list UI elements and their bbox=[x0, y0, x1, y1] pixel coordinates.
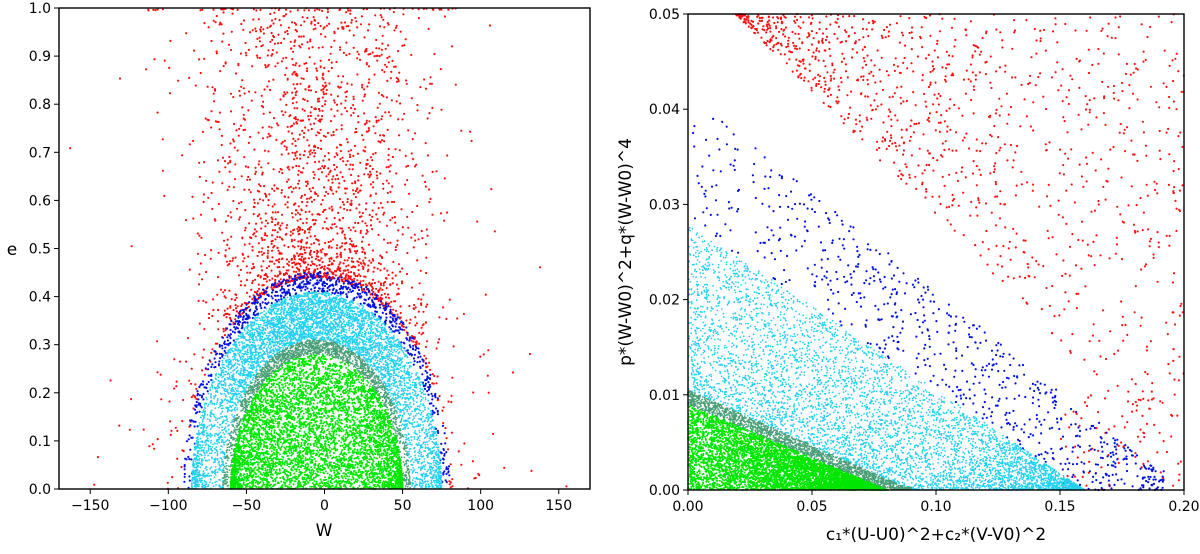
right-x-axis: 0.00 0.05 0.10 0.15 0.20 bbox=[672, 490, 1200, 515]
left-y-tick-label: 0.6 bbox=[29, 193, 51, 209]
right-x-tick-label: 0.20 bbox=[1168, 499, 1199, 515]
left-series-cyan bbox=[190, 291, 443, 490]
right-series-red-marks bbox=[734, 12, 1185, 492]
left-x-tick-label: −150 bbox=[71, 498, 109, 514]
right-series-darkgreen-marks bbox=[687, 390, 912, 491]
left-x-tick-label: −50 bbox=[232, 498, 262, 514]
left-x-tick-label: 50 bbox=[394, 498, 412, 514]
right-x-tick-label: 0.15 bbox=[1044, 499, 1075, 515]
left-series-darkgreen-marks bbox=[222, 339, 412, 490]
left-series-green-marks bbox=[229, 353, 404, 490]
right-y-tick-label: 0.03 bbox=[649, 197, 680, 213]
right-x-tick-label: 0.00 bbox=[672, 499, 703, 515]
left-x-axis-title: W bbox=[316, 521, 333, 541]
left-x-tick-label: 150 bbox=[545, 498, 572, 514]
left-y-tick-label: 0.9 bbox=[29, 49, 51, 65]
right-y-tick-label: 0.01 bbox=[649, 388, 680, 404]
right-series-cyan bbox=[687, 226, 1086, 491]
left-y-tick-label: 0.3 bbox=[29, 338, 51, 354]
left-y-axis-title: e bbox=[7, 240, 17, 260]
panel-right-energy: 0.00 0.05 0.10 0.15 0.20 0.000.010.020.030.0… bbox=[616, 7, 1200, 545]
right-y-axis: 0.00 0.01 0.02 0.03 0.04 0.05 bbox=[649, 7, 688, 499]
right-x-tick-label: 0.10 bbox=[920, 499, 951, 515]
right-x-axis-title: c₁*(U-U0)^2+c₂*(V-V0)^2 bbox=[826, 525, 1046, 545]
left-y-tick-label: 0.0 bbox=[29, 482, 51, 498]
right-x-tick-label: 0.05 bbox=[796, 499, 827, 515]
right-series-red bbox=[734, 12, 1185, 492]
left-y-tick-label: 0.2 bbox=[29, 386, 51, 402]
left-y-tick-label: 0.8 bbox=[29, 97, 51, 113]
left-y-tick-label: 0.7 bbox=[29, 145, 51, 161]
right-y-tick-label: 0.04 bbox=[649, 102, 680, 118]
right-series-darkgreen bbox=[687, 390, 912, 491]
right-series-green-marks bbox=[687, 405, 888, 491]
left-scatter-points bbox=[68, 6, 568, 490]
left-x-tick-label: 100 bbox=[467, 498, 494, 514]
left-y-tick-label: 0.1 bbox=[29, 434, 51, 450]
left-series-green bbox=[229, 353, 404, 490]
right-scatter-points bbox=[687, 12, 1185, 492]
panel-left-e-vs-w: −150 −100 −50 0 50 100 150 0.00.10.20.30.40.50… bbox=[7, 1, 591, 541]
left-x-tick-label: 0 bbox=[320, 498, 329, 514]
left-x-tick-label: −100 bbox=[149, 498, 187, 514]
right-y-tick-label: 0.05 bbox=[649, 7, 680, 23]
right-series-green bbox=[687, 405, 888, 491]
left-y-tick-label: 1.0 bbox=[29, 1, 51, 17]
left-x-axis: −150 −100 −50 0 50 100 150 bbox=[71, 489, 572, 514]
left-series-cyan-marks bbox=[190, 291, 443, 490]
right-y-tick-label: 0.00 bbox=[649, 483, 680, 499]
right-series-cyan-marks bbox=[687, 226, 1086, 491]
left-series-darkgreen bbox=[222, 339, 412, 490]
left-y-tick-label: 0.5 bbox=[29, 242, 51, 258]
right-y-axis-title: p*(W-W0)^2+q*(W-W0)^4 bbox=[616, 138, 636, 366]
left-y-axis: 0.0 0.1 0.2 0.3 0.4 0.5 0.6 0.7 0.8 0.9 1.0 bbox=[29, 1, 59, 498]
right-y-tick-label: 0.02 bbox=[649, 293, 680, 309]
left-y-tick-label: 0.4 bbox=[29, 290, 51, 306]
